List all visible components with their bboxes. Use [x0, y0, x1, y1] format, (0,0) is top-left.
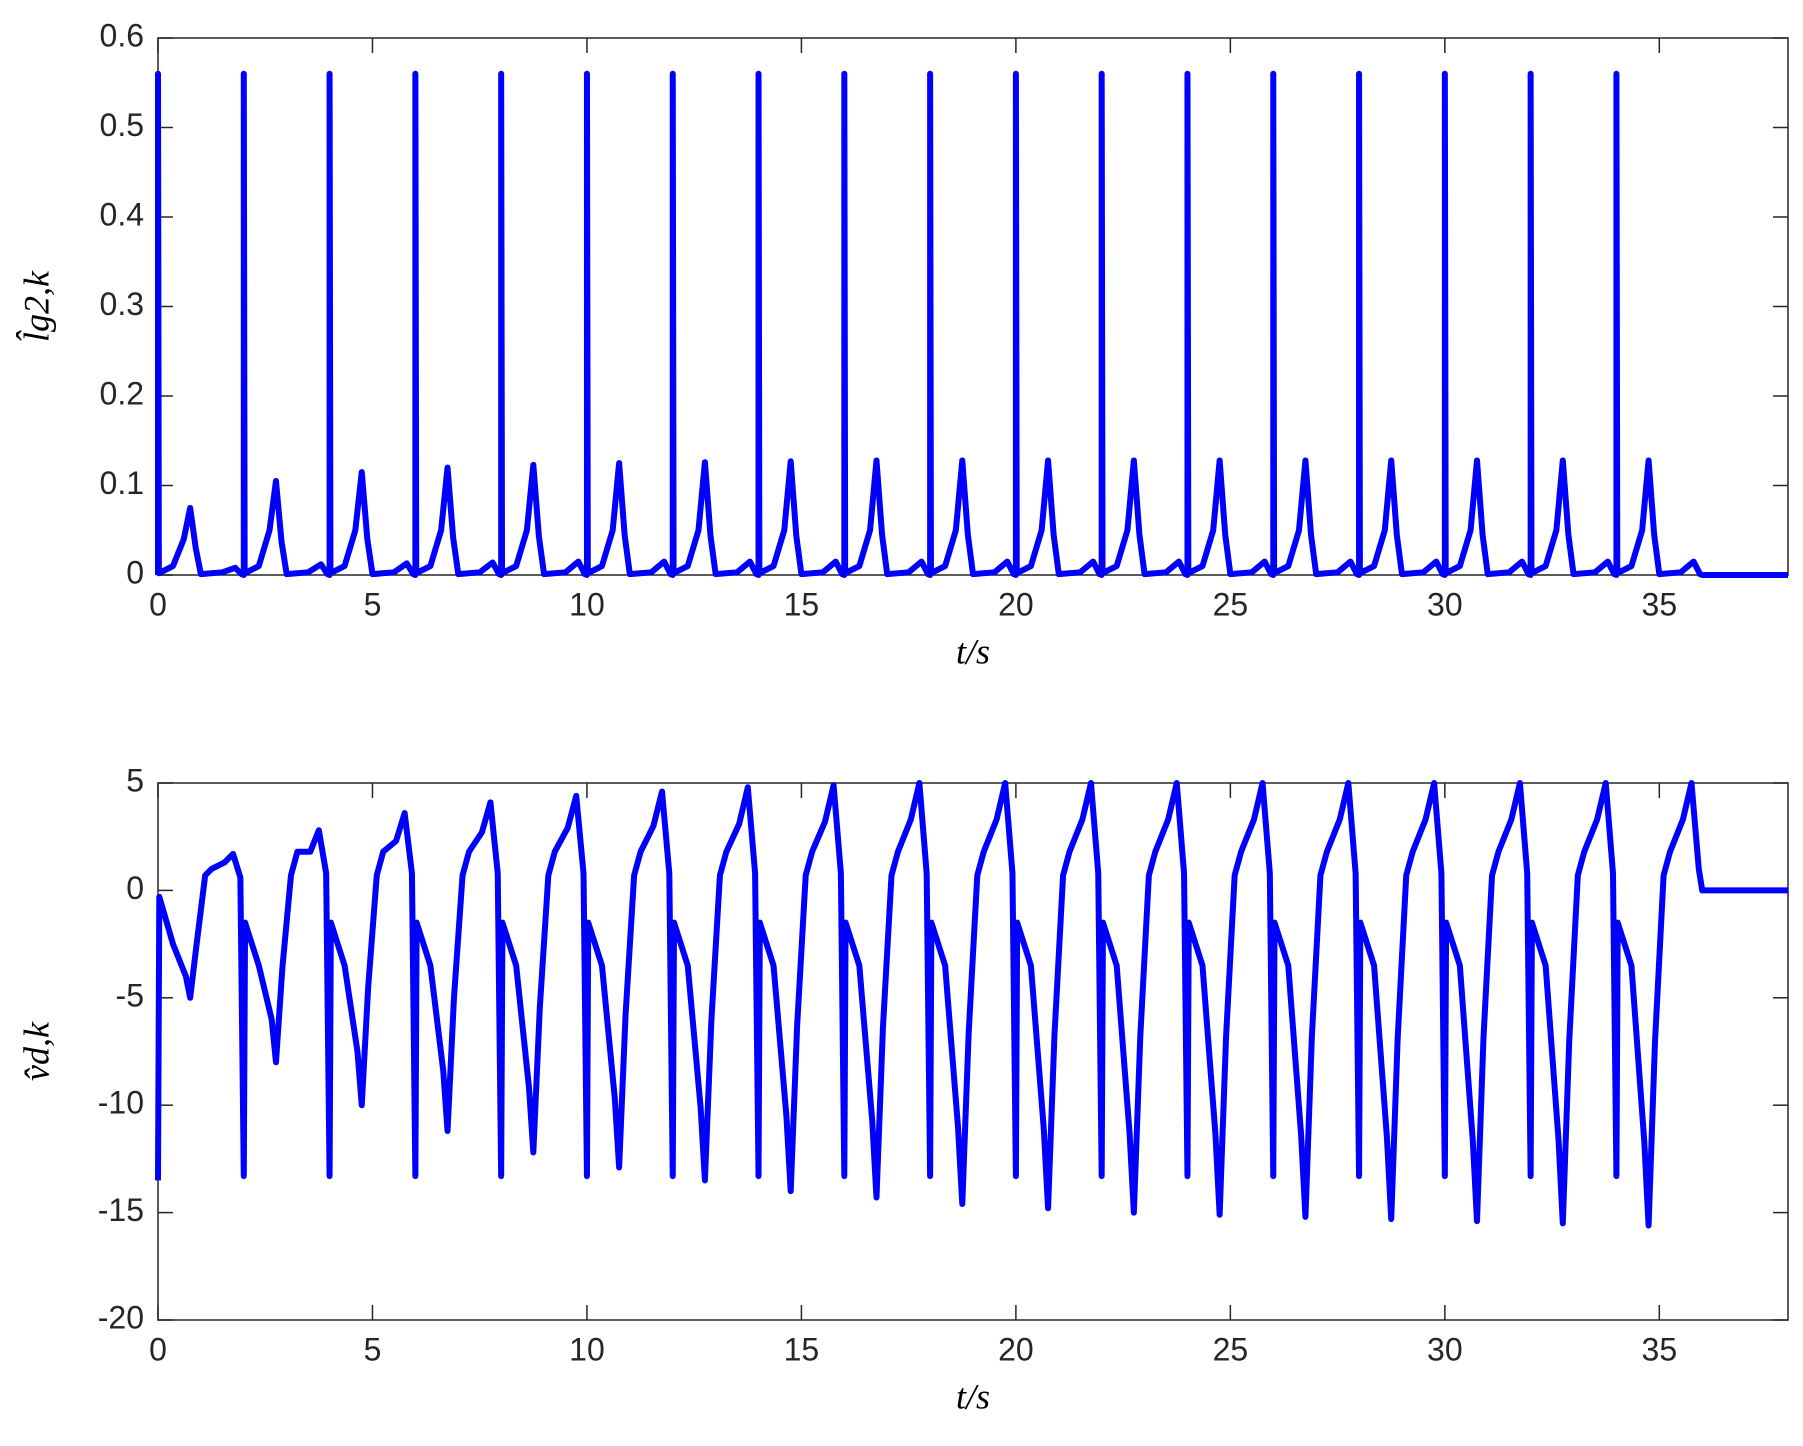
y-tick-label: 0.3: [100, 286, 144, 322]
x-tick-label: 30: [1427, 1331, 1463, 1367]
x-tick-label: 20: [998, 1331, 1034, 1367]
y-tick-label: 0: [126, 554, 144, 590]
axes-box: [157, 782, 1789, 1321]
x-tick-label: 35: [1642, 586, 1678, 622]
x-tick-label: 10: [569, 586, 605, 622]
y-tick-label: -5: [116, 977, 144, 1013]
x-tick-label: 5: [364, 586, 382, 622]
y-tick-label: 0.5: [100, 107, 144, 143]
x-tick-label: 10: [569, 1331, 605, 1367]
x-tick-label: 35: [1642, 1331, 1678, 1367]
x-tick-label: 25: [1213, 1331, 1249, 1367]
x-axis-label: t/s: [956, 1376, 990, 1416]
data-line: [155, 70, 1788, 578]
y-tick-label: 0: [126, 870, 144, 906]
y-tick-label: -15: [98, 1192, 144, 1228]
x-tick-label: 5: [364, 1331, 382, 1367]
x-tick-label: 0: [149, 586, 167, 622]
y-tick-label: -10: [98, 1085, 144, 1121]
y-axis-label: l̂g2,k: [15, 270, 56, 342]
y-tick-label: -20: [98, 1299, 144, 1335]
data-line: [155, 780, 1788, 1229]
y-tick-label: 0.1: [100, 465, 144, 501]
x-tick-label: 15: [784, 586, 820, 622]
y-tick-label: 0.2: [100, 375, 144, 411]
y-tick-label: 5: [126, 762, 144, 798]
x-tick-label: 25: [1213, 586, 1249, 622]
x-tick-label: 20: [998, 586, 1034, 622]
x-tick-label: 0: [149, 1331, 167, 1367]
y-axis-label: v̂d,k: [16, 1021, 56, 1081]
axes-box: [157, 37, 1789, 576]
y-tick-label: 0.4: [100, 196, 144, 232]
x-tick-label: 15: [784, 1331, 820, 1367]
x-tick-label: 30: [1427, 586, 1463, 622]
x-axis-label: t/s: [956, 631, 990, 671]
y-tick-label: 0.6: [100, 17, 144, 53]
